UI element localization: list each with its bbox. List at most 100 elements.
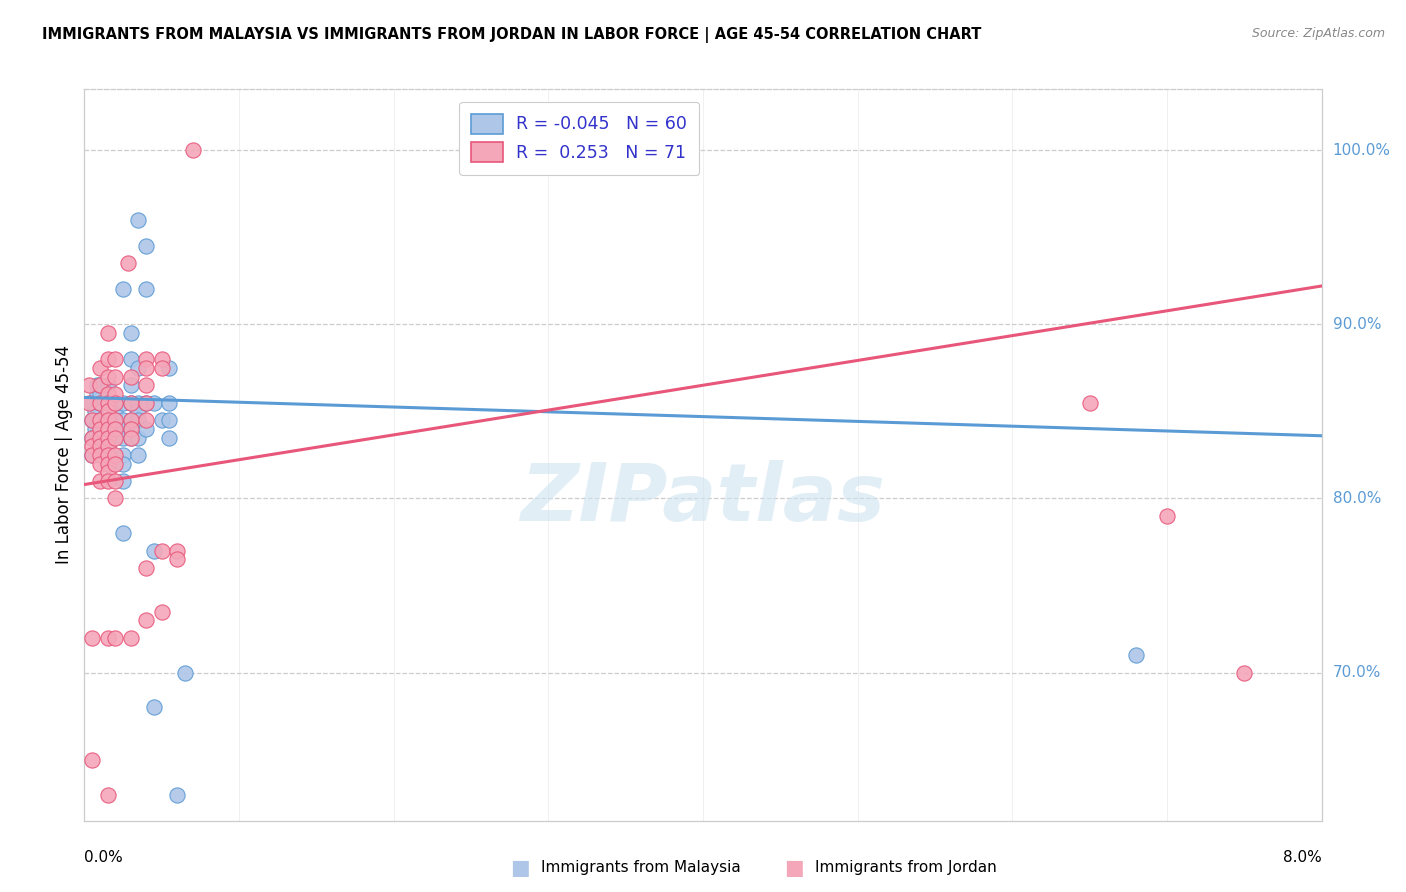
Point [112,395,135,409]
Text: Immigrants from Jordan: Immigrants from Jordan [815,861,997,875]
Point [150,413,173,427]
Point [104,369,127,384]
Point [112,413,135,427]
Point [120,631,142,645]
Point [120,422,142,436]
Point [82,439,104,453]
Point [120,430,142,444]
Point [89,448,111,462]
Point [96,439,118,453]
Point [89,387,111,401]
Point [150,352,173,367]
Point [112,474,135,488]
Point [82,430,104,444]
Point [89,474,111,488]
Point [96,448,118,462]
Point [82,430,104,444]
Point [86,378,108,392]
Point [174,665,197,680]
Point [135,413,157,427]
Point [104,448,127,462]
Point [135,422,157,436]
Point [120,395,142,409]
Point [96,439,118,453]
Point [96,422,118,436]
Point [104,395,127,409]
Point [112,430,135,444]
Point [127,404,149,418]
Point [159,413,180,427]
Point [89,457,111,471]
Point [120,326,142,340]
Point [112,283,135,297]
Point [77,395,100,409]
Point [96,395,118,409]
Point [159,395,180,409]
Point [84,422,107,436]
Point [143,395,166,409]
Point [143,543,166,558]
Text: 100.0%: 100.0% [1333,143,1391,158]
Point [112,422,135,436]
Point [120,378,142,392]
Text: 90.0%: 90.0% [1333,317,1381,332]
Point [96,413,118,427]
Text: Immigrants from Malaysia: Immigrants from Malaysia [541,861,741,875]
Point [120,395,142,409]
Point [127,430,149,444]
Point [104,395,127,409]
Text: 80.0%: 80.0% [1333,491,1381,506]
Point [166,788,188,802]
Point [96,466,118,480]
Point [86,387,108,401]
Point [568,143,591,157]
Point [89,378,111,392]
Point [104,422,127,436]
Point [104,413,127,427]
Point [135,395,157,409]
Point [96,422,118,436]
Point [82,448,104,462]
Point [143,700,166,714]
Point [1125,648,1147,663]
Y-axis label: In Labor Force | Age 45-54: In Labor Force | Age 45-54 [55,345,73,565]
Point [96,631,118,645]
Point [89,422,111,436]
Point [104,474,127,488]
Point [82,395,104,409]
Point [150,360,173,375]
Point [181,143,204,157]
Point [104,631,127,645]
Point [166,552,188,566]
Point [120,369,142,384]
Point [166,543,188,558]
Point [135,239,157,253]
Point [150,543,173,558]
Point [89,439,111,453]
Point [104,352,127,367]
Point [127,395,149,409]
Point [96,404,118,418]
Point [89,360,111,375]
Text: ■: ■ [785,858,804,878]
Point [150,605,173,619]
Point [159,430,180,444]
Point [104,491,127,506]
Point [127,448,149,462]
Point [1233,665,1256,680]
Point [135,352,157,367]
Point [96,395,118,409]
Point [89,395,111,409]
Point [89,413,111,427]
Text: ZIPatlas: ZIPatlas [520,459,886,538]
Point [82,631,104,645]
Point [82,413,104,427]
Point [127,413,149,427]
Point [127,212,149,227]
Point [96,326,118,340]
Point [89,378,111,392]
Point [96,430,118,444]
Point [104,430,127,444]
Point [96,457,118,471]
Text: 70.0%: 70.0% [1333,665,1381,680]
